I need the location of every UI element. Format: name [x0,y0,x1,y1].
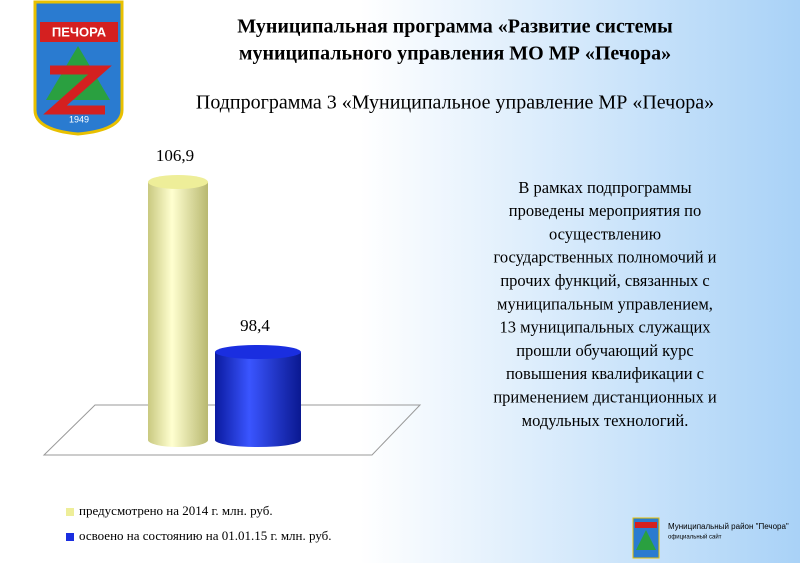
value-label: 98,4 [240,316,270,335]
logo: ПЕЧОРА 1949 [33,0,124,136]
body-line: 13 муниципальных служащих [499,318,711,337]
legend-label: предусмотрено на 2014 г. млн. руб. [79,503,273,518]
legend-swatch [66,508,74,516]
body-line: прочих функций, связанных с [500,271,709,290]
subtitle: Подпрограмма 3 «Муниципальное управление… [196,92,714,114]
body-line: проведены мероприятия по [509,201,702,220]
body-line: В рамках подпрограммы [518,178,691,197]
cylinder-body [215,352,301,447]
value-label: 106,9 [156,146,194,165]
logo-year: 1949 [69,114,89,124]
body-line: повышения квалификации с [506,364,704,383]
logo-text: ПЕЧОРА [52,24,107,39]
legend-swatch [66,533,74,541]
cylinder-body [148,182,208,447]
footer-name: Муниципальный район "Печора" [668,522,789,531]
body-line: осуществлению [549,224,661,243]
title-line: Муниципальная программа «Развитие систем… [237,16,673,38]
body-line: модульных технологий. [522,411,689,430]
cylinder-top [215,345,301,359]
body-line: прошли обучающий курс [516,341,694,360]
cylinder-top [148,175,208,189]
body-line: муниципальным управлением, [497,294,713,313]
footer-caption: официальный сайт [668,534,722,541]
body-line: государственных полномочий и [493,248,716,267]
legend-label: освоено на состоянию на 01.01.15 г. млн.… [79,528,332,543]
title-line: муниципального управления МО МР «Печора» [239,43,671,65]
chart-floor [42,404,422,456]
body-line: применением дистанционных и [493,387,717,406]
footer-logo: Муниципальный район "Печора" официальный… [632,517,789,559]
